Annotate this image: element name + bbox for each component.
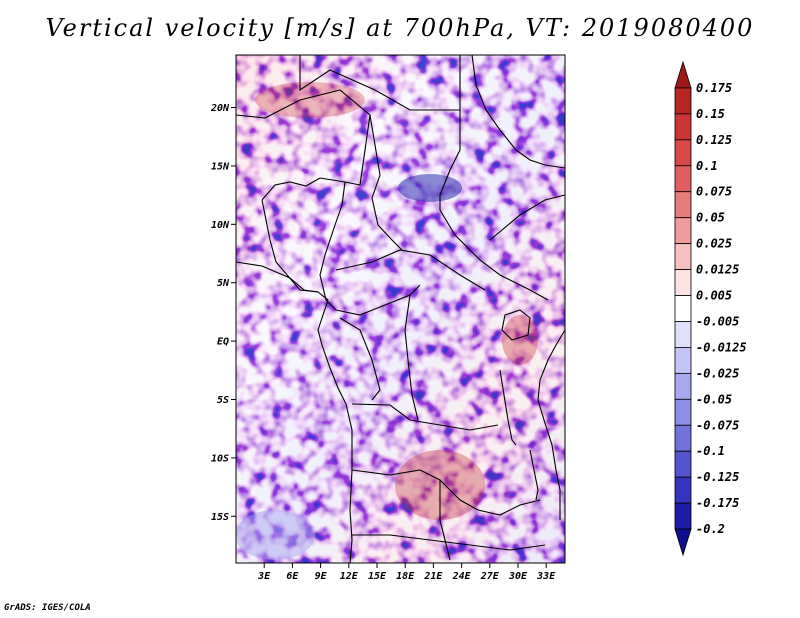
colorbar-label: -0.025	[696, 366, 739, 380]
lat-tick-label: 10N	[211, 220, 230, 231]
colorbar-label: -0.075	[696, 418, 739, 432]
colorbar-segment	[674, 347, 692, 374]
colorbar-label: 0.075	[696, 185, 732, 199]
colorbar: 0.175 0.15 0.125 0.1 0.075 0.05 0.025 0.0125 0.0…	[674, 60, 747, 557]
colorbar-label: -0.005	[696, 314, 739, 328]
lon-tick-label: 18E	[396, 571, 415, 582]
colorbar-segment	[674, 113, 692, 141]
colorbar-segment	[674, 528, 692, 557]
lon-tick-label: 15E	[368, 571, 387, 582]
colorbar-segment	[674, 450, 692, 478]
lat-tick-label: 5S	[217, 395, 229, 406]
colorbar-label: 0.0125	[696, 263, 739, 277]
lat-tick-label: 15S	[211, 512, 229, 523]
grads-credit: GrADS: IGES/COLA	[4, 603, 91, 613]
colorbar-label: -0.2	[696, 522, 725, 536]
lon-tick-label: 12E	[340, 571, 359, 582]
lon-tick-label: 3E	[257, 571, 271, 582]
colorbar-segment	[674, 165, 692, 193]
colorbar-segment	[674, 60, 692, 89]
map-frame	[235, 54, 566, 564]
lon-tick-label: 6E	[286, 571, 299, 582]
lon-tick-label: 30E	[508, 571, 528, 582]
colorbar-label: -0.125	[696, 470, 739, 484]
lat-tick-label: EQ	[217, 337, 229, 348]
lon-tick-label: 33E	[536, 571, 556, 582]
colorbar-segment	[674, 191, 692, 219]
colorbar-label: -0.0125	[696, 340, 747, 354]
lat-tick-label: 15N	[211, 161, 230, 172]
lat-axis: 20N 15N 10N 5N EQ 5S 10S 15S	[210, 103, 236, 523]
boundaries	[235, 54, 566, 564]
colorbar-segment	[674, 295, 692, 322]
colorbar-label: 0.175	[696, 81, 732, 95]
colorbar-segment	[674, 87, 692, 115]
colorbar-label: -0.175	[696, 496, 739, 510]
colorbar-label: 0.15	[696, 107, 725, 121]
colorbar-segment	[674, 476, 692, 504]
colorbar-label: -0.05	[696, 392, 732, 406]
lon-tick-label: 24E	[452, 571, 472, 582]
colorbar-segment	[674, 372, 692, 400]
colorbar-label: 0.005	[696, 289, 732, 303]
colorbar-segment	[674, 424, 692, 452]
colorbar-segment	[674, 217, 692, 245]
lon-tick-label: 9E	[315, 571, 328, 582]
lon-tick-label: 21E	[423, 571, 443, 582]
lon-axis: 3E 6E 9E 12E 15E 18E 21E 24E 27E 30E 33E	[257, 563, 556, 582]
lon-tick-label: 27E	[480, 571, 500, 582]
lat-tick-label: 20N	[210, 103, 230, 114]
velocity-field	[236, 55, 565, 563]
colorbar-segment	[674, 269, 692, 296]
colorbar-segment	[674, 398, 692, 426]
lat-tick-label: 5N	[217, 278, 230, 289]
colorbar-segment	[674, 243, 692, 270]
colorbar-label: -0.1	[696, 444, 725, 458]
colorbar-label: 0.05	[696, 211, 725, 225]
lat-tick-label: 10S	[211, 453, 229, 464]
colorbar-label: 0.1	[696, 159, 718, 173]
colorbar-label: 0.125	[696, 133, 732, 147]
chart-title: Vertical velocity [m/s] at 700hPa, VT: 2…	[45, 14, 755, 42]
colorbar-label: 0.025	[696, 237, 732, 251]
colorbar-segment	[674, 502, 692, 530]
colorbar-segment	[674, 139, 692, 167]
colorbar-segment	[674, 321, 692, 348]
